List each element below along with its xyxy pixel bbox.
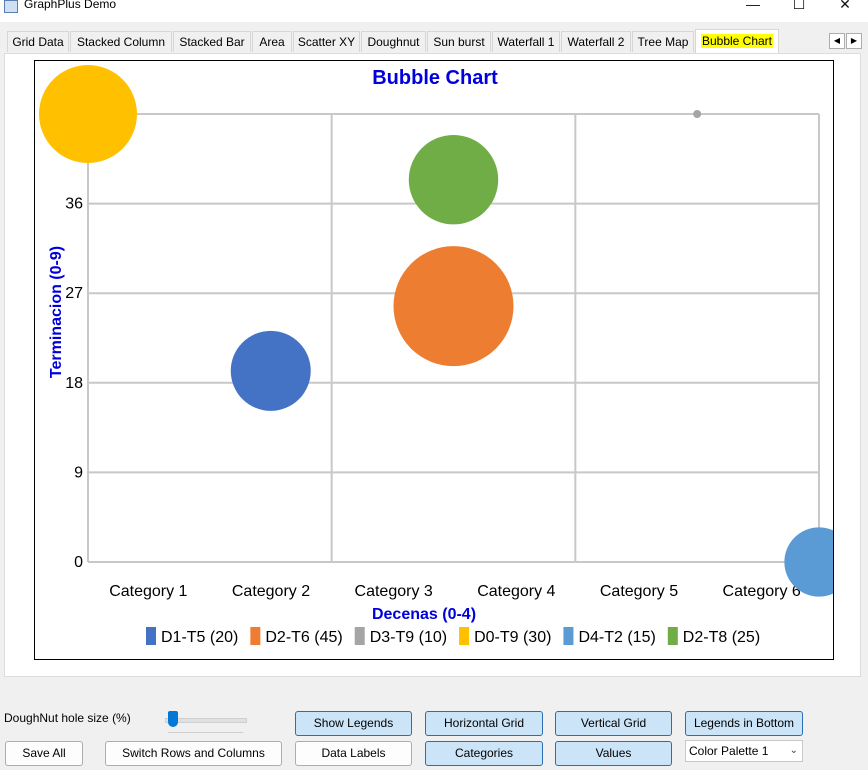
tab-waterfall-2[interactable]: Waterfall 2 bbox=[561, 31, 631, 52]
legend-swatch bbox=[146, 627, 156, 645]
x-axis-label: Decenas (0-4) bbox=[372, 606, 476, 623]
y-axis-label: Terminacion (0-9) bbox=[48, 246, 65, 378]
legend-swatch bbox=[250, 627, 261, 645]
x-tick-label: Category 2 bbox=[232, 583, 310, 600]
chart-frame: Bubble Chart Terminacion (0-9) Decenas (… bbox=[34, 60, 854, 660]
tab-scroll-left-icon[interactable]: ◀ bbox=[829, 33, 845, 49]
chevron-down-icon: ⌄ bbox=[789, 745, 798, 756]
app-icon bbox=[4, 0, 18, 13]
doughnut-hole-label: DoughNut hole size (%) bbox=[4, 711, 131, 725]
x-tick-labels: Category 1 Category 2 Category 3 Category 4… bbox=[109, 583, 801, 600]
legend-swatch bbox=[354, 627, 365, 645]
tab-doughnut[interactable]: Doughnut bbox=[361, 31, 426, 52]
title-bar: GraphPlus Demo — ☐ ✕ bbox=[0, 0, 868, 22]
y-tick-label: 27 bbox=[65, 285, 83, 302]
legend-swatch bbox=[459, 627, 470, 645]
chart-title: Bubble Chart bbox=[372, 67, 498, 89]
legend-entry: D1-T5 (20) bbox=[161, 629, 238, 646]
tab-sun-burst[interactable]: Sun burst bbox=[427, 31, 491, 52]
legend-entry: D0-T9 (30) bbox=[474, 629, 551, 646]
x-tick-label: Category 5 bbox=[600, 583, 678, 600]
doughnut-slider-track[interactable] bbox=[165, 718, 247, 723]
bubble-chart: Bubble Chart Terminacion (0-9) Decenas (… bbox=[39, 65, 854, 646]
y-tick-label: 18 bbox=[65, 375, 83, 392]
tab-scroll-right-icon[interactable]: ▶ bbox=[846, 33, 862, 49]
color-palette-select[interactable]: Color Palette 1 ⌄ bbox=[685, 740, 803, 762]
tab-tree-map[interactable]: Tree Map bbox=[632, 31, 694, 52]
x-tick-label: Category 6 bbox=[723, 583, 801, 600]
categories-button[interactable]: Categories bbox=[425, 741, 543, 766]
legend-swatch bbox=[563, 627, 574, 645]
bubble bbox=[408, 134, 499, 225]
tab-stacked-bar[interactable]: Stacked Bar bbox=[173, 31, 251, 52]
x-tick-label: Category 4 bbox=[477, 583, 555, 600]
data-labels-button[interactable]: Data Labels bbox=[295, 741, 412, 766]
x-tick-label: Category 1 bbox=[109, 583, 187, 600]
legend-entry: D4-T2 (15) bbox=[578, 629, 655, 646]
tab-bubble-chart[interactable]: Bubble Chart bbox=[695, 29, 779, 53]
horizontal-grid-button[interactable]: Horizontal Grid bbox=[425, 711, 543, 736]
bubble bbox=[230, 330, 311, 411]
y-tick-label: 9 bbox=[74, 464, 83, 481]
save-all-button[interactable]: Save All bbox=[5, 741, 83, 766]
legend-swatch bbox=[667, 627, 678, 645]
tab-scatter-xy[interactable]: Scatter XY bbox=[293, 31, 360, 52]
minimize-icon[interactable]: — bbox=[746, 0, 760, 12]
switch-rows-columns-button[interactable]: Switch Rows and Columns bbox=[105, 741, 282, 766]
legend-entry: D2-T8 (25) bbox=[683, 629, 760, 646]
bubble bbox=[393, 246, 514, 367]
y-tick-label: 36 bbox=[65, 196, 83, 213]
legend: D1-T5 (20) D2-T6 (45) D3-T9 (10) D0-T9 (30)… bbox=[146, 627, 760, 646]
tab-strip: Grid Data Stacked Column Stacked Bar Are… bbox=[0, 29, 868, 53]
legend-entry: D3-T9 (10) bbox=[370, 629, 447, 646]
bubbles bbox=[39, 65, 854, 597]
doughnut-slider-thumb[interactable] bbox=[168, 711, 178, 727]
tab-area[interactable]: Area bbox=[252, 31, 292, 52]
tab-grid-data[interactable]: Grid Data bbox=[7, 31, 69, 52]
bubble bbox=[693, 110, 702, 118]
color-palette-value: Color Palette 1 bbox=[689, 744, 769, 758]
show-legends-button[interactable]: Show Legends bbox=[295, 711, 412, 736]
values-button[interactable]: Values bbox=[555, 741, 672, 766]
x-tick-label: Category 3 bbox=[355, 583, 433, 600]
legends-in-bottom-button[interactable]: Legends in Bottom bbox=[685, 711, 803, 736]
legend-entry: D2-T6 (45) bbox=[265, 629, 342, 646]
bubble bbox=[39, 65, 137, 163]
doughnut-slider-ticks bbox=[168, 732, 243, 736]
y-tick-label: 0 bbox=[74, 554, 83, 571]
window-title: GraphPlus Demo bbox=[24, 0, 117, 11]
maximize-icon[interactable]: ☐ bbox=[792, 0, 806, 12]
tab-waterfall-1[interactable]: Waterfall 1 bbox=[492, 31, 560, 52]
tab-stacked-column[interactable]: Stacked Column bbox=[70, 31, 172, 52]
vertical-grid-button[interactable]: Vertical Grid bbox=[555, 711, 672, 736]
y-tick-labels: 0 9 18 27 36 bbox=[65, 196, 83, 571]
close-icon[interactable]: ✕ bbox=[839, 0, 851, 12]
